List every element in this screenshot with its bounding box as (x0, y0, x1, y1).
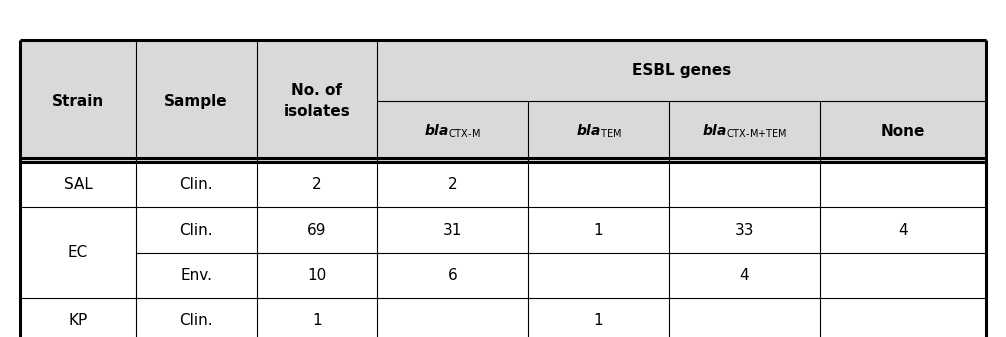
Bar (20, 40, 986, 162)
Text: 10: 10 (307, 268, 327, 283)
Bar (20, 298, 986, 337)
Text: 6: 6 (448, 268, 458, 283)
Text: EC: EC (67, 245, 89, 260)
Text: 1: 1 (594, 222, 604, 238)
Text: 1: 1 (312, 313, 322, 329)
Text: Clin.: Clin. (179, 313, 213, 329)
Text: KP: KP (68, 313, 88, 329)
Text: Clin.: Clin. (179, 177, 213, 192)
Text: ESBL genes: ESBL genes (632, 63, 731, 78)
Text: $\bfit{bla}$$_{\mathbf{\mathrm{\mathrm{TEM}}}}$: $\bfit{bla}$$_{\mathbf{\mathrm{\mathrm{T… (575, 123, 622, 140)
Text: 2: 2 (312, 177, 322, 192)
Text: 31: 31 (443, 222, 463, 238)
Text: 1: 1 (594, 313, 604, 329)
Text: Clin.: Clin. (179, 222, 213, 238)
Text: Strain: Strain (52, 94, 104, 109)
Text: $\bfit{bla}$$_{\mathbf{\mathrm{\mathrm{CTX\text{-}M{+}TEM}}}}$: $\bfit{bla}$$_{\mathbf{\mathrm{\mathrm{C… (702, 123, 787, 140)
Text: Env.: Env. (180, 268, 212, 283)
Text: SAL: SAL (63, 177, 93, 192)
Text: 33: 33 (734, 222, 754, 238)
Text: 69: 69 (307, 222, 327, 238)
Text: 2: 2 (448, 177, 458, 192)
Bar (20, 207, 986, 253)
Bar (20, 162, 986, 207)
Text: None: None (880, 124, 926, 139)
Text: $\bfit{bla}$$_{\mathbf{\mathrm{\mathrm{CTX\text{-}M}}}}$: $\bfit{bla}$$_{\mathbf{\mathrm{\mathrm{C… (425, 123, 481, 140)
Text: 4: 4 (898, 222, 907, 238)
Text: Sample: Sample (164, 94, 228, 109)
Text: No. of
isolates: No. of isolates (284, 83, 350, 119)
Bar (20, 253, 986, 298)
Text: 4: 4 (739, 268, 749, 283)
